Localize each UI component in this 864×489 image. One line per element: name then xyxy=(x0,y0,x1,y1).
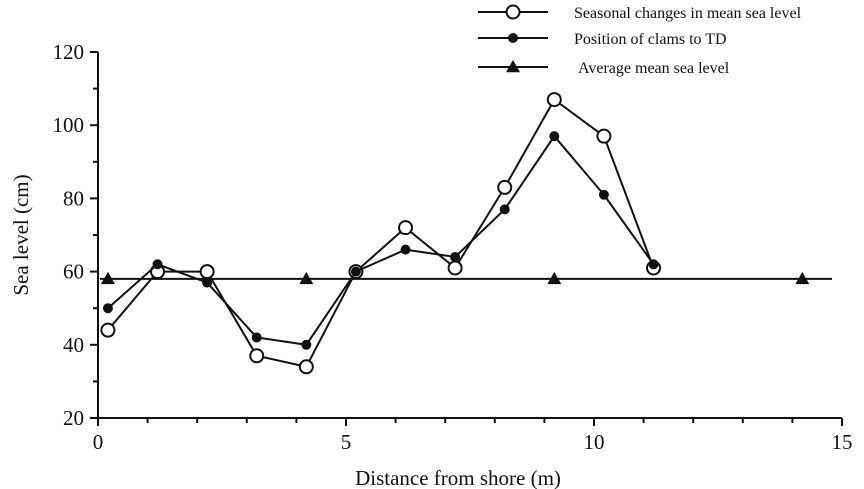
filled-circle-point xyxy=(152,259,163,270)
triangle-point xyxy=(506,60,520,73)
filled-circle-point xyxy=(648,259,659,270)
axes xyxy=(97,52,842,419)
filled-circle-point xyxy=(598,189,609,200)
x-tick-label: 15 xyxy=(832,430,853,454)
open-circle-point xyxy=(596,128,612,144)
legend-entry: Seasonal changes in mean sea level xyxy=(478,4,802,22)
filled-circle-point xyxy=(301,339,312,350)
legend-label: Position of clams to TD xyxy=(574,31,727,48)
legend: Seasonal changes in mean sea level Positi… xyxy=(478,4,802,77)
x-tick-label: 10 xyxy=(584,430,605,454)
open-circle-point xyxy=(249,348,265,364)
y-tick-label: 40 xyxy=(63,333,84,357)
y-tick-label: 60 xyxy=(63,260,84,284)
y-tick-label: 100 xyxy=(53,113,85,137)
legend-label: Average mean sea level xyxy=(578,60,730,77)
x-tick-label: 5 xyxy=(341,430,352,454)
x-axis-title: Distance from shore (m) xyxy=(355,466,561,489)
open-circle-point xyxy=(497,179,513,195)
filled-circle-point xyxy=(251,332,262,343)
open-circle-point xyxy=(505,4,521,20)
series-seasonal-changes xyxy=(100,92,662,375)
open-circle-point xyxy=(298,359,314,375)
series-average-mean-sea-level xyxy=(100,271,832,285)
triangle-point xyxy=(795,271,810,285)
x-tick-label: 0 xyxy=(93,430,104,454)
ticks: 20 40 60 80 100 120 0 5 10 15 xyxy=(53,40,853,454)
legend-entry: Position of clams to TD xyxy=(478,31,727,48)
series-group xyxy=(100,92,832,375)
triangle-point xyxy=(100,271,115,285)
open-circle-point xyxy=(398,220,414,236)
filled-circle-point xyxy=(102,303,113,314)
filled-circle-point xyxy=(400,244,411,255)
legend-label: Seasonal changes in mean sea level xyxy=(574,5,802,22)
y-tick-label: 80 xyxy=(63,186,84,210)
y-tick-label: 120 xyxy=(53,40,85,64)
triangle-point xyxy=(547,271,562,285)
series-line xyxy=(107,134,655,346)
open-circle-point xyxy=(447,260,463,276)
triangle-point xyxy=(299,271,314,285)
y-tick-label: 20 xyxy=(63,406,84,430)
open-circle-point xyxy=(199,264,215,280)
series-line xyxy=(107,98,655,368)
filled-circle-point xyxy=(549,131,560,142)
open-circle-point xyxy=(546,92,562,108)
legend-entry: Average mean sea level xyxy=(478,60,730,77)
y-axis-title: Sea level (cm) xyxy=(9,174,33,295)
open-circle-point xyxy=(100,322,116,338)
filled-circle-point xyxy=(508,33,518,43)
filled-circle-point xyxy=(450,251,461,262)
filled-circle-point xyxy=(350,266,361,277)
filled-circle-point xyxy=(499,204,510,215)
series-position-of-clams xyxy=(102,131,659,350)
